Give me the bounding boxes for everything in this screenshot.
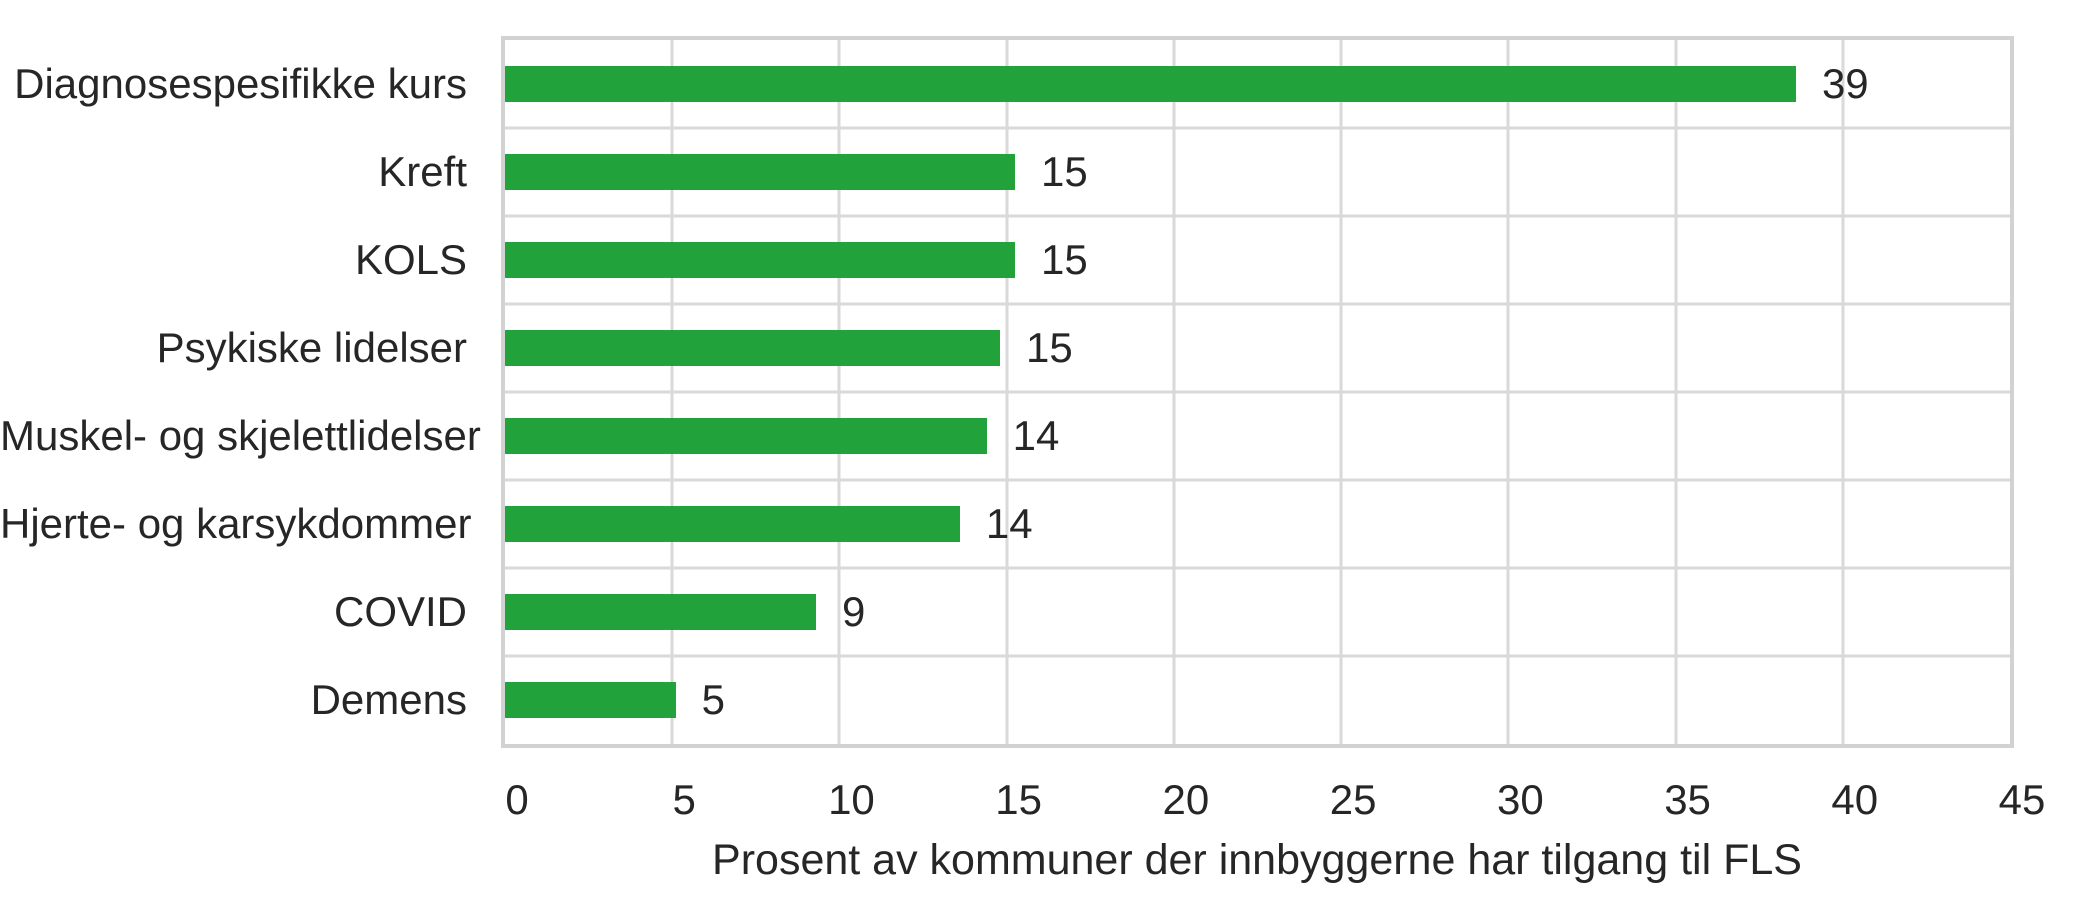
bar-value-label: 5 xyxy=(701,676,725,723)
bar-demens xyxy=(505,682,676,718)
bar-row: 15 xyxy=(505,216,2010,304)
bar-muskel-og-skjelettlidelser xyxy=(505,418,987,454)
bar-row: 15 xyxy=(505,304,2010,392)
bar-row: 14 xyxy=(505,480,2010,568)
x-tick-label: 0 xyxy=(505,776,529,823)
category-label: Demens xyxy=(310,676,467,723)
gridline-horizontal xyxy=(505,654,2010,658)
bar-diagnosespesifikke-kurs xyxy=(505,66,1796,102)
plot-area: 39 15 15 15 14 14 9 5 xyxy=(501,36,2014,748)
gridline-horizontal xyxy=(505,126,2010,130)
bar-value-label: 9 xyxy=(842,588,866,635)
bar-value-label: 14 xyxy=(985,500,1033,547)
bar-row: 39 xyxy=(505,40,2010,128)
x-tick-label: 25 xyxy=(1329,776,1377,823)
x-axis: 0 5 10 15 20 25 30 35 40 45 xyxy=(505,772,2045,828)
category-label: Psykiske lidelser xyxy=(156,324,467,371)
x-axis-title: Prosent av kommuner der innbyggerne har … xyxy=(712,836,1802,884)
bar-hjerte-og-karsykdommer xyxy=(505,506,960,542)
bar-kols xyxy=(505,242,1016,278)
category-label: Diagnosespesifikke kurs xyxy=(14,60,467,107)
bar-covid xyxy=(505,594,817,630)
x-tick-label: 20 xyxy=(1162,776,1210,823)
gridline-horizontal xyxy=(505,478,2010,482)
bar-value-label: 14 xyxy=(1012,412,1060,459)
x-tick-label: 45 xyxy=(1998,776,2046,823)
category-label: Hjerte- og karsykdommer xyxy=(0,500,472,547)
bar-kreft xyxy=(505,154,1016,190)
category-label: COVID xyxy=(333,588,467,635)
bar-value-label: 15 xyxy=(1041,148,1088,195)
bar-row: 14 xyxy=(505,392,2010,480)
x-tick-label: 15 xyxy=(995,776,1043,823)
bar-value-label: 15 xyxy=(1025,324,1073,371)
x-tick-label: 30 xyxy=(1496,776,1544,823)
gridline-horizontal xyxy=(505,566,2010,570)
category-label: KOLS xyxy=(354,236,467,283)
gridline-horizontal xyxy=(505,302,2010,306)
bar-psykiske-lidelser xyxy=(505,330,1000,366)
x-tick-label: 35 xyxy=(1664,776,1711,823)
gridline-horizontal xyxy=(505,390,2010,394)
x-tick-label: 5 xyxy=(672,776,696,823)
bar-row: 5 xyxy=(505,656,2010,744)
category-label: Kreft xyxy=(378,148,467,195)
bar-row: 15 xyxy=(505,128,2010,216)
x-tick-label: 10 xyxy=(828,776,875,823)
category-label: Muskel- og skjelettlidelser xyxy=(0,412,481,459)
bar-value-label: 15 xyxy=(1041,236,1088,283)
bar-value-label: 39 xyxy=(1821,60,1869,107)
category-axis: Diagnosespesifikke kurs Kreft KOLS Psyki… xyxy=(0,40,481,744)
x-tick-label: 40 xyxy=(1831,776,1879,823)
gridline-horizontal xyxy=(505,214,2010,218)
bar-row: 9 xyxy=(505,568,2010,656)
